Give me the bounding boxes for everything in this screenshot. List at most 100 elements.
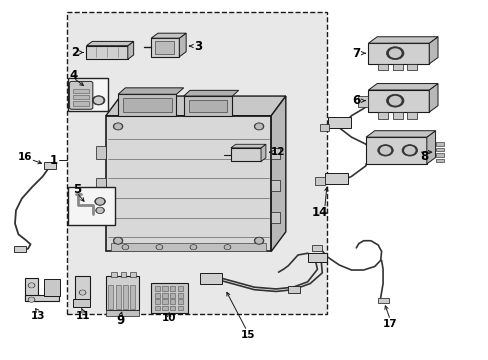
Circle shape <box>94 97 102 103</box>
Text: 16: 16 <box>18 153 32 162</box>
Text: 3: 3 <box>194 40 202 53</box>
Bar <box>377 112 387 118</box>
Text: 12: 12 <box>271 147 285 157</box>
Circle shape <box>97 208 103 212</box>
Polygon shape <box>151 33 186 38</box>
Bar <box>122 98 171 112</box>
Bar <box>25 278 38 301</box>
Bar <box>44 162 56 169</box>
Bar <box>392 112 402 118</box>
Circle shape <box>255 238 262 243</box>
Circle shape <box>80 291 84 294</box>
Bar <box>200 273 221 284</box>
Circle shape <box>29 284 34 287</box>
Bar <box>230 148 261 161</box>
Text: 8: 8 <box>419 150 427 163</box>
Circle shape <box>404 147 414 154</box>
Circle shape <box>122 245 128 249</box>
Bar <box>327 117 351 128</box>
Polygon shape <box>271 96 285 251</box>
Bar <box>314 177 324 185</box>
Bar <box>25 295 59 301</box>
Text: 11: 11 <box>76 311 90 321</box>
Text: 10: 10 <box>162 313 176 323</box>
Bar <box>162 287 167 291</box>
Circle shape <box>115 238 121 243</box>
Bar <box>377 298 388 303</box>
Bar <box>108 285 113 309</box>
Bar <box>188 100 227 112</box>
Bar <box>368 43 428 64</box>
Bar <box>73 89 89 93</box>
Circle shape <box>380 147 390 154</box>
Polygon shape <box>426 131 435 164</box>
Bar <box>151 38 179 57</box>
Bar <box>130 272 136 277</box>
Circle shape <box>29 298 34 301</box>
Bar <box>377 64 387 70</box>
Polygon shape <box>368 37 437 43</box>
Polygon shape <box>230 144 265 148</box>
Bar <box>73 95 89 99</box>
Bar <box>319 123 328 131</box>
Circle shape <box>254 237 264 244</box>
Bar <box>73 102 89 106</box>
Bar <box>118 94 176 116</box>
Text: 6: 6 <box>351 94 360 107</box>
Circle shape <box>28 297 35 302</box>
Circle shape <box>79 290 86 295</box>
Text: 7: 7 <box>351 47 360 60</box>
Polygon shape <box>428 37 437 64</box>
Bar <box>178 306 183 310</box>
Circle shape <box>386 94 403 107</box>
Bar <box>368 90 428 112</box>
Bar <box>435 153 444 157</box>
Text: 14: 14 <box>311 206 327 219</box>
Circle shape <box>157 246 162 249</box>
Bar <box>116 285 120 309</box>
Text: 13: 13 <box>31 311 45 321</box>
Bar <box>67 12 326 314</box>
Circle shape <box>95 198 105 205</box>
Bar <box>435 158 444 162</box>
Bar <box>271 212 280 223</box>
Bar <box>407 64 416 70</box>
Polygon shape <box>183 90 238 96</box>
Bar <box>75 276 90 300</box>
Bar <box>111 243 266 251</box>
Circle shape <box>113 237 122 244</box>
Bar <box>106 116 271 251</box>
Bar <box>183 96 232 116</box>
Circle shape <box>389 96 400 105</box>
Circle shape <box>113 123 122 130</box>
Bar <box>106 276 139 310</box>
Bar <box>155 41 174 54</box>
Text: 15: 15 <box>241 330 255 340</box>
Bar <box>307 253 326 262</box>
Circle shape <box>377 145 392 156</box>
Bar <box>106 310 139 316</box>
Circle shape <box>225 246 229 249</box>
Polygon shape <box>106 96 285 116</box>
Bar <box>162 293 167 297</box>
Polygon shape <box>261 144 265 161</box>
Bar <box>311 246 322 251</box>
Polygon shape <box>428 84 437 112</box>
Circle shape <box>96 207 104 213</box>
Bar <box>357 96 368 107</box>
Bar <box>324 173 347 184</box>
Bar <box>154 293 160 297</box>
Circle shape <box>156 245 163 249</box>
Bar <box>178 287 183 291</box>
Bar <box>120 272 126 277</box>
Circle shape <box>254 123 264 130</box>
Bar <box>111 272 116 277</box>
Bar <box>154 306 160 310</box>
Bar <box>96 146 106 158</box>
Bar <box>435 143 444 146</box>
Polygon shape <box>366 131 435 137</box>
FancyBboxPatch shape <box>69 81 93 109</box>
Bar <box>86 46 127 59</box>
Circle shape <box>123 246 127 249</box>
Bar <box>96 178 106 191</box>
